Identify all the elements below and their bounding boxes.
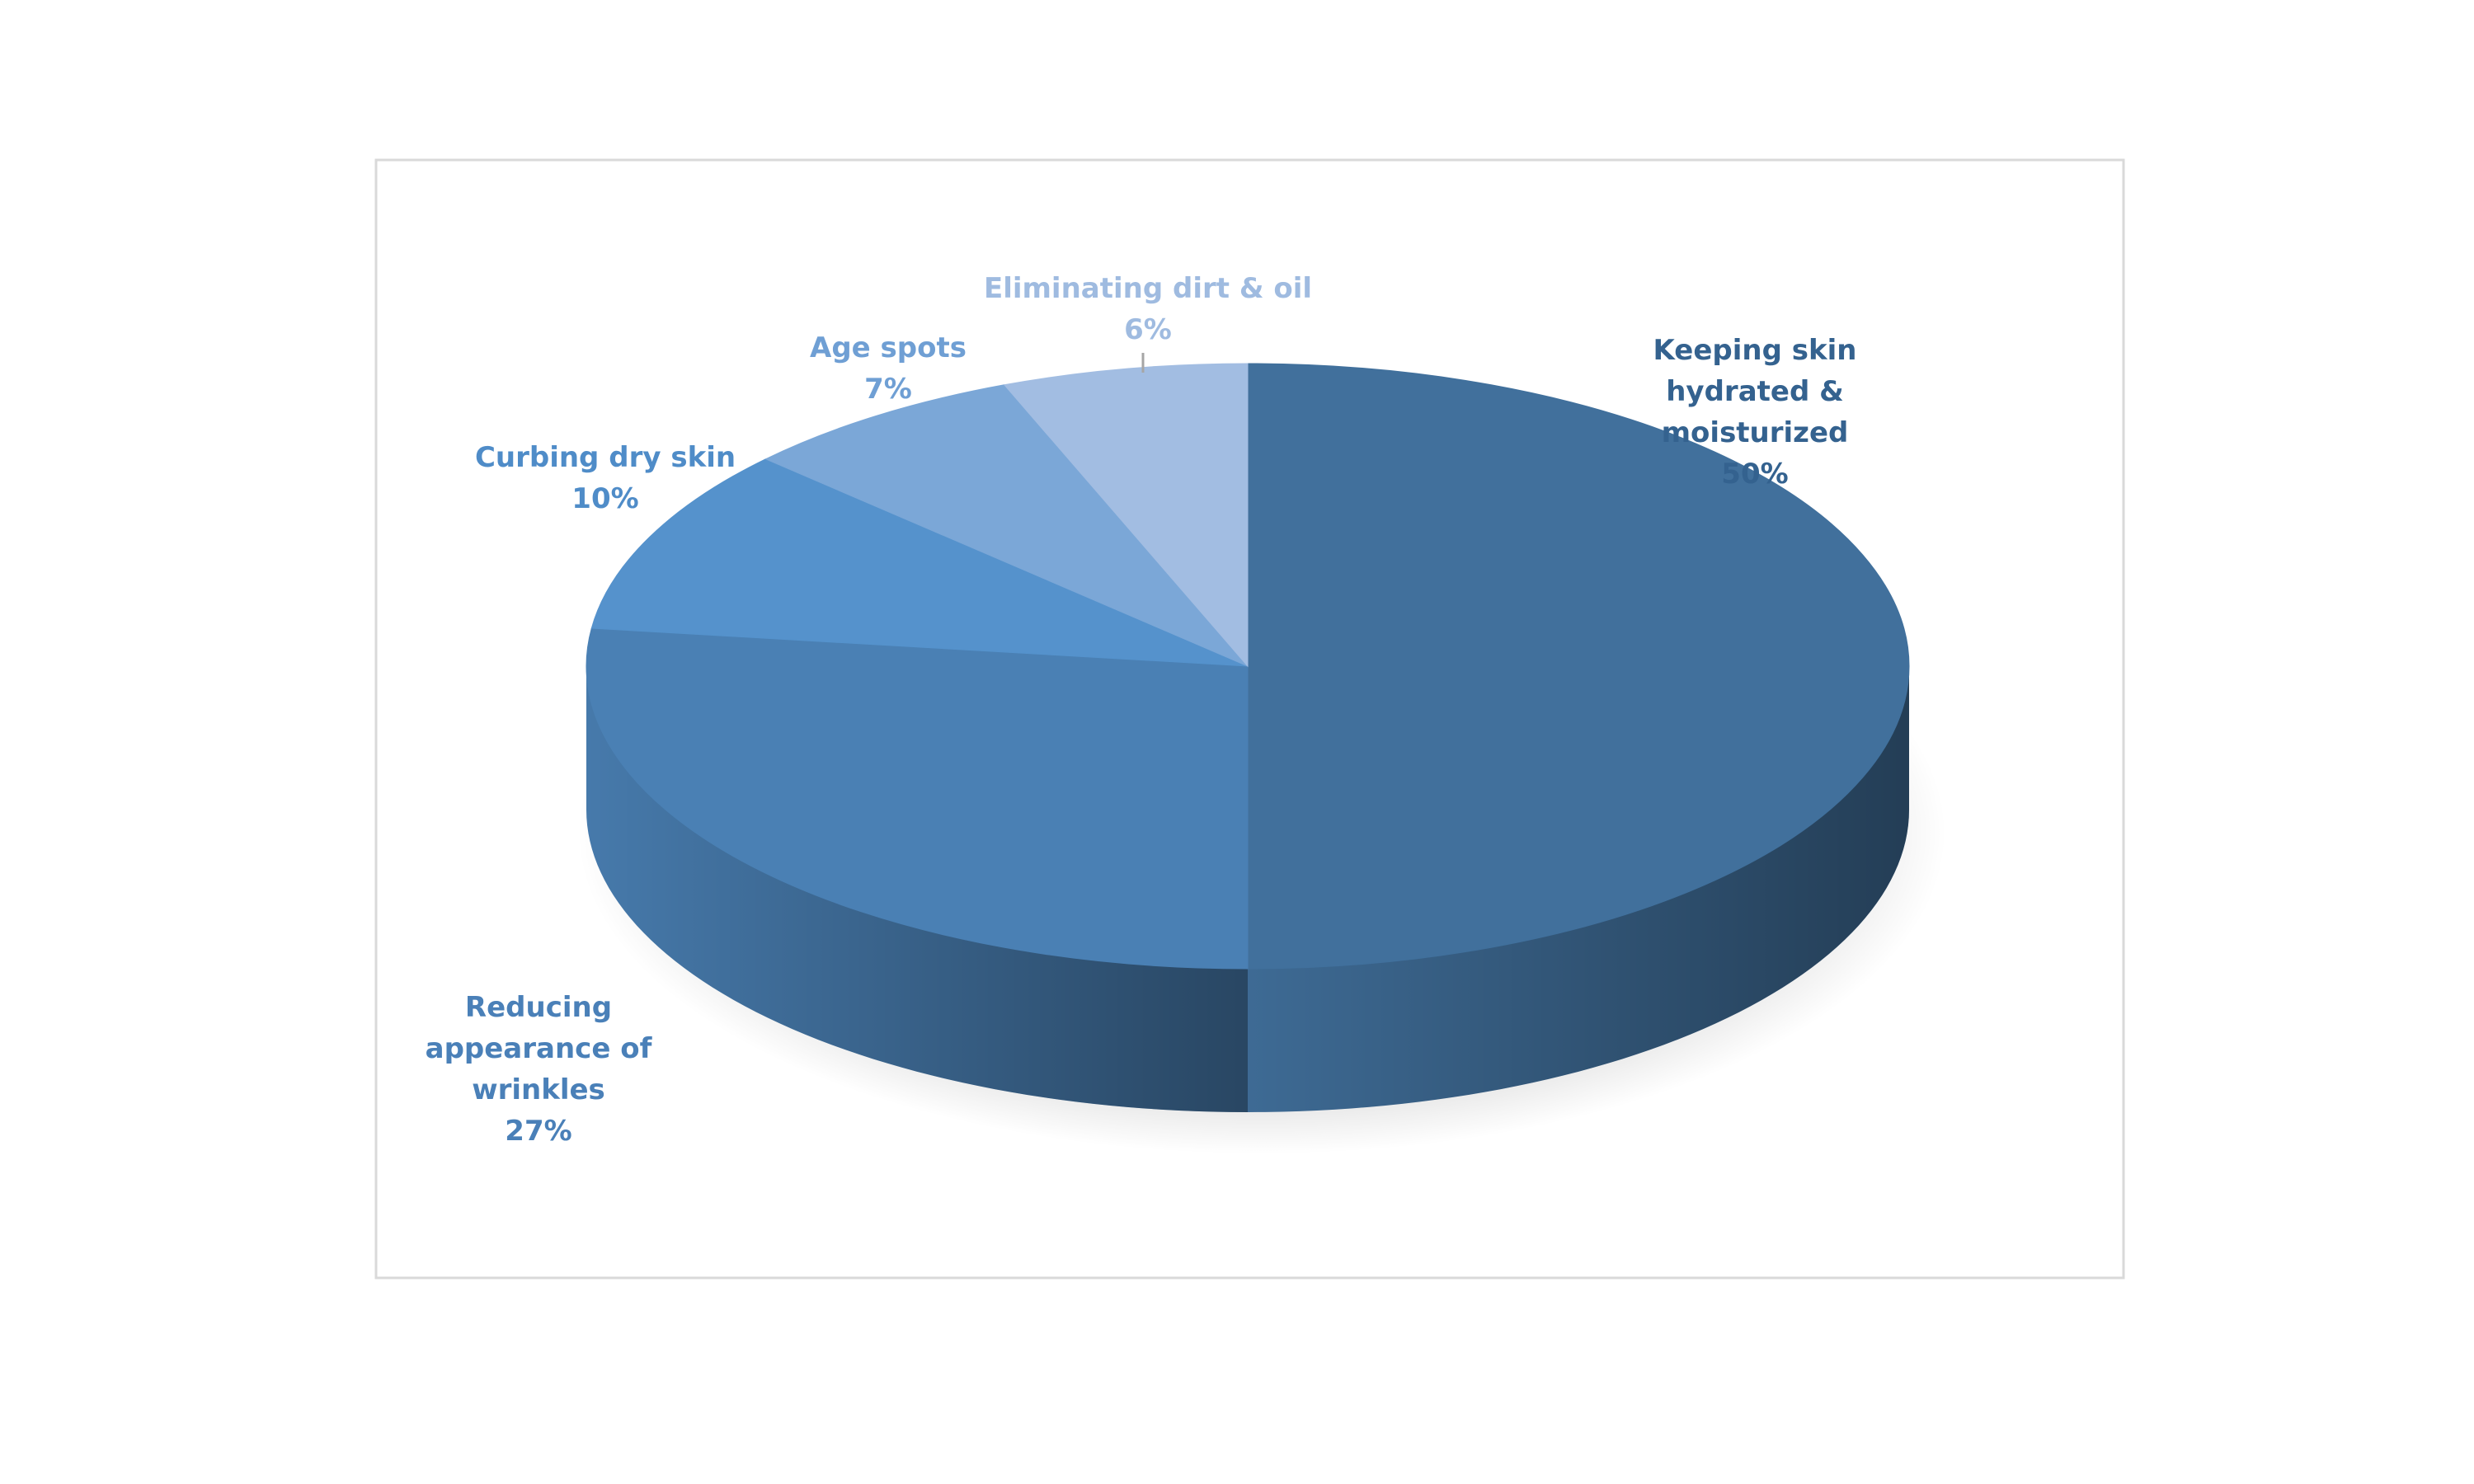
pie-slice — [1003, 363, 1249, 668]
data-label: Keeping skin hydrated & moisturized 50% — [1582, 330, 1928, 495]
pie-slice-side-shade — [586, 666, 1248, 1112]
data-label: Eliminating dirt & oil 6% — [942, 268, 1354, 350]
pie-slice — [590, 458, 1249, 667]
label-value: 10% — [571, 482, 639, 515]
pie-slice — [586, 627, 1249, 970]
label-category: Reducing appearance of wrinkles — [425, 991, 652, 1106]
label-value: 7% — [864, 373, 912, 406]
label-category: Curbing dry skin — [474, 441, 736, 474]
label-value: 50% — [1721, 458, 1789, 491]
data-label: Reducing appearance of wrinkles 27% — [374, 987, 703, 1152]
label-value: 6% — [1124, 313, 1172, 346]
pie-slice-side-shade — [1248, 666, 1909, 1112]
pie-slice — [764, 384, 1249, 667]
chart-frame — [374, 158, 2125, 1280]
label-value: 27% — [505, 1115, 572, 1148]
data-label: Age spots 7% — [682, 327, 1094, 410]
pie-slice — [1247, 363, 1910, 970]
label-category: Keeping skin hydrated & moisturized — [1653, 334, 1857, 449]
label-category: Age spots — [810, 331, 967, 364]
data-label: Curbing dry skin 10% — [399, 437, 811, 519]
label-category: Eliminating dirt & oil — [983, 272, 1313, 305]
